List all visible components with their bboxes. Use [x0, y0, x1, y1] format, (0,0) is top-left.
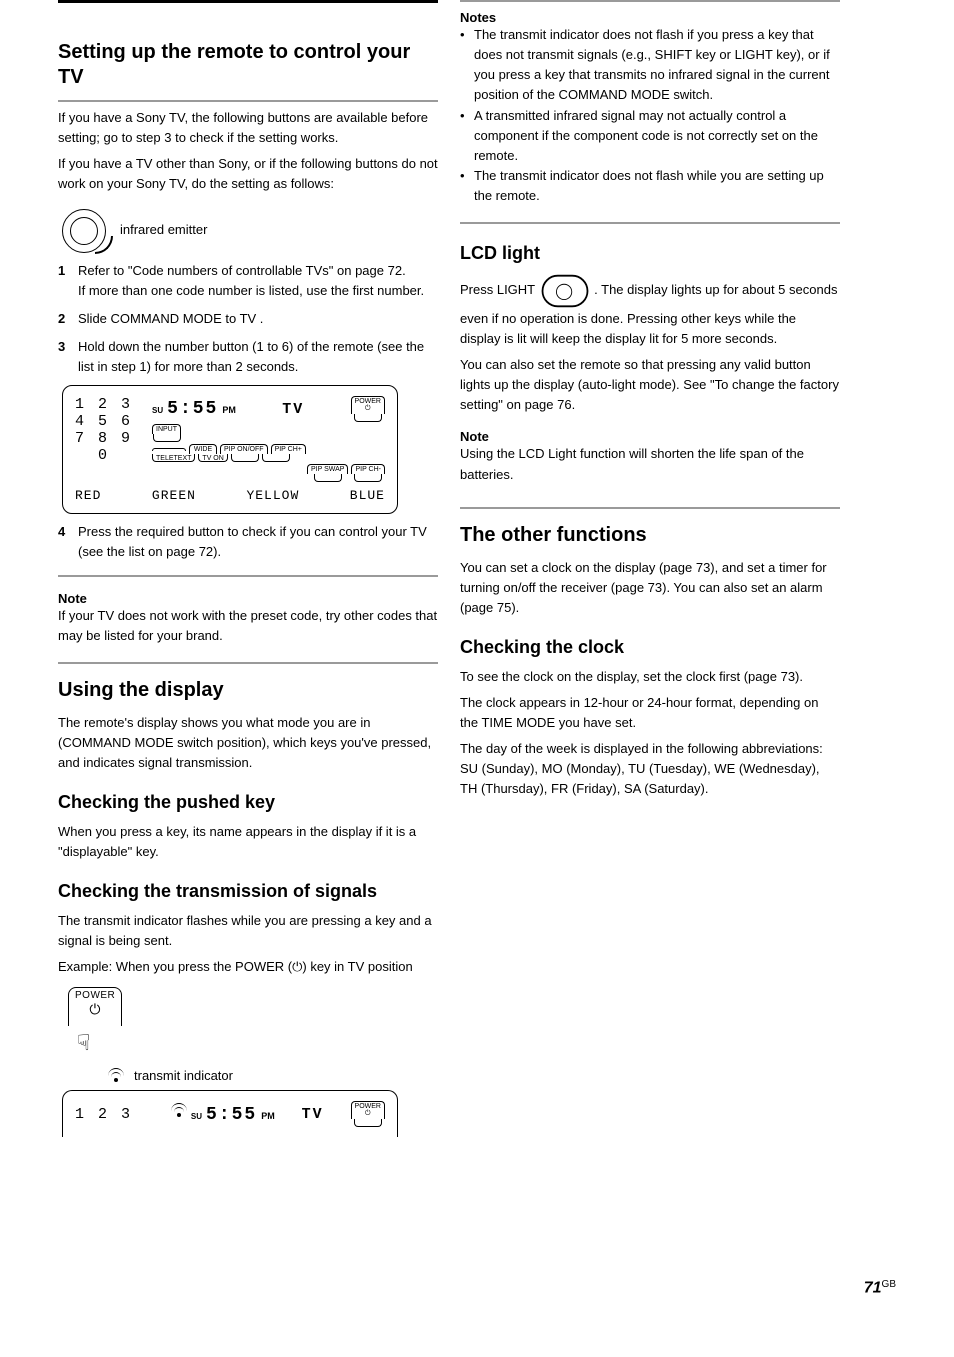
tv-label: TV — [282, 401, 304, 418]
pushed-body: When you press a key, its name appears i… — [58, 822, 438, 862]
remote-display-small: 123 SU 5:55 PM TV POWER⏻ — [62, 1090, 398, 1137]
day-su-small: SU — [191, 1112, 202, 1121]
pushed-title: Checking the pushed key — [58, 791, 438, 814]
step2: Slide COMMAND MODE to TV . — [78, 309, 263, 329]
nums-small: 123 — [75, 1106, 144, 1123]
pipchp-key: PIP CH+ — [271, 444, 306, 454]
pm: PM — [222, 405, 236, 415]
lcd-note-label: Note — [460, 429, 840, 444]
power-key-small: POWER⏻ — [351, 1101, 385, 1119]
transmit-body1: The transmit indicator flashes while you… — [58, 911, 438, 951]
using-display-body: The remote's display shows you what mode… — [58, 713, 438, 773]
setting-tv-intro: If you have a Sony TV, the following but… — [58, 108, 438, 148]
lcd-title: LCD light — [460, 242, 840, 265]
page-number: 71GB — [864, 1279, 896, 1297]
power-key-tiny: POWER⏻ — [351, 396, 385, 414]
note-3: The transmit indicator does not flash wh… — [474, 166, 840, 206]
note-2: A transmitted infrared signal may not ac… — [474, 106, 840, 166]
transmit-indicator-icon — [108, 1068, 124, 1084]
transmit-ind-small — [171, 1103, 187, 1119]
ir-emitter-label: infrared emitter — [120, 220, 207, 240]
note-text: If your TV does not work with the preset… — [58, 606, 438, 646]
clock-title: Checking the clock — [460, 636, 840, 659]
rule-thin — [58, 575, 438, 577]
numpad-row2: 456 — [75, 413, 144, 430]
rule-thin — [58, 662, 438, 664]
clock-body3: The day of the week is displayed in the … — [460, 739, 840, 799]
light-button-icon — [541, 275, 588, 307]
setting-step4: 4Press the required button to check if y… — [58, 522, 438, 562]
step1-sub: If more than one code number is listed, … — [78, 283, 424, 298]
rule-thin — [58, 100, 438, 102]
day-su: SU — [152, 406, 163, 415]
pm-small: PM — [261, 1111, 275, 1121]
numpad-row1: 123 — [75, 396, 144, 413]
hand-pointer-icon: ☟ — [77, 1032, 91, 1054]
setting-tv-title: Setting up the remote to control your TV — [58, 40, 438, 90]
power-glyph-inline: ⏻ — [292, 959, 302, 974]
teletext-key: TELETEXT — [152, 454, 195, 462]
time-small: 5:55 — [206, 1105, 257, 1125]
numpad-row3: 789 — [75, 430, 144, 447]
other-title: The other functions — [460, 523, 840, 548]
transmit-indicator-label: transmit indicator — [134, 1066, 233, 1086]
step3: Hold down the number button (1 to 6) of … — [78, 337, 438, 377]
color-red: RED — [75, 488, 101, 503]
numpad-row4: 0 — [75, 447, 144, 464]
pipswap-key: PIP SWAP — [307, 464, 348, 474]
lcd-note: Using the LCD Light function will shorte… — [460, 444, 840, 484]
lcd-body2: You can also set the remote so that pres… — [460, 355, 840, 415]
time: 5:55 — [167, 399, 218, 419]
transmit-title: Checking the transmission of signals — [58, 880, 438, 903]
notes-label: Notes — [460, 10, 840, 25]
transmit-example-prefix: Example: When you press the POWER ( — [58, 959, 292, 974]
setting-tv-intro2: If you have a TV other than Sony, or if … — [58, 154, 438, 194]
clock-body2: The clock appears in 12-hour or 24-hour … — [460, 693, 840, 733]
wide-key: WIDE — [189, 444, 217, 454]
color-green: GREEN — [152, 488, 196, 503]
rule-thin — [460, 222, 840, 224]
step1: Refer to "Code numbers of controllable T… — [78, 263, 406, 278]
rule-thin — [460, 507, 840, 509]
pipchm-key: PIP CH- — [351, 464, 385, 474]
note-1: The transmit indicator does not flash if… — [474, 25, 840, 106]
ir-emitter-icon — [62, 209, 106, 253]
tv-small: TV — [302, 1106, 324, 1123]
tvon-key: TV ON — [198, 454, 227, 462]
setting-steps: 1Refer to "Code numbers of controllable … — [58, 261, 438, 378]
color-yellow: YELLOW — [246, 488, 299, 503]
using-display-title: Using the display — [58, 678, 438, 703]
rule-thin — [460, 0, 840, 2]
remote-display-diagram: 123 456 789 0 SU 5:55 PM TV POWER⏻ — [62, 385, 398, 514]
input-key: INPUT — [152, 424, 181, 434]
other-intro: You can set a clock on the display (page… — [460, 558, 840, 618]
lcd-body1-a: Press LIGHT — [460, 282, 539, 297]
rule-thick — [58, 0, 438, 3]
piponoff-key: PIP ON/OFF — [220, 444, 268, 454]
transmit-example-suffix: ) key in TV position — [302, 959, 412, 974]
clock-body1: To see the clock on the display, set the… — [460, 667, 840, 687]
color-blue: BLUE — [350, 488, 385, 503]
note-label: Note — [58, 591, 438, 606]
power-key-icon: POWER ⏻ ☟ — [68, 987, 122, 1026]
step4: Press the required button to check if yo… — [78, 522, 438, 562]
